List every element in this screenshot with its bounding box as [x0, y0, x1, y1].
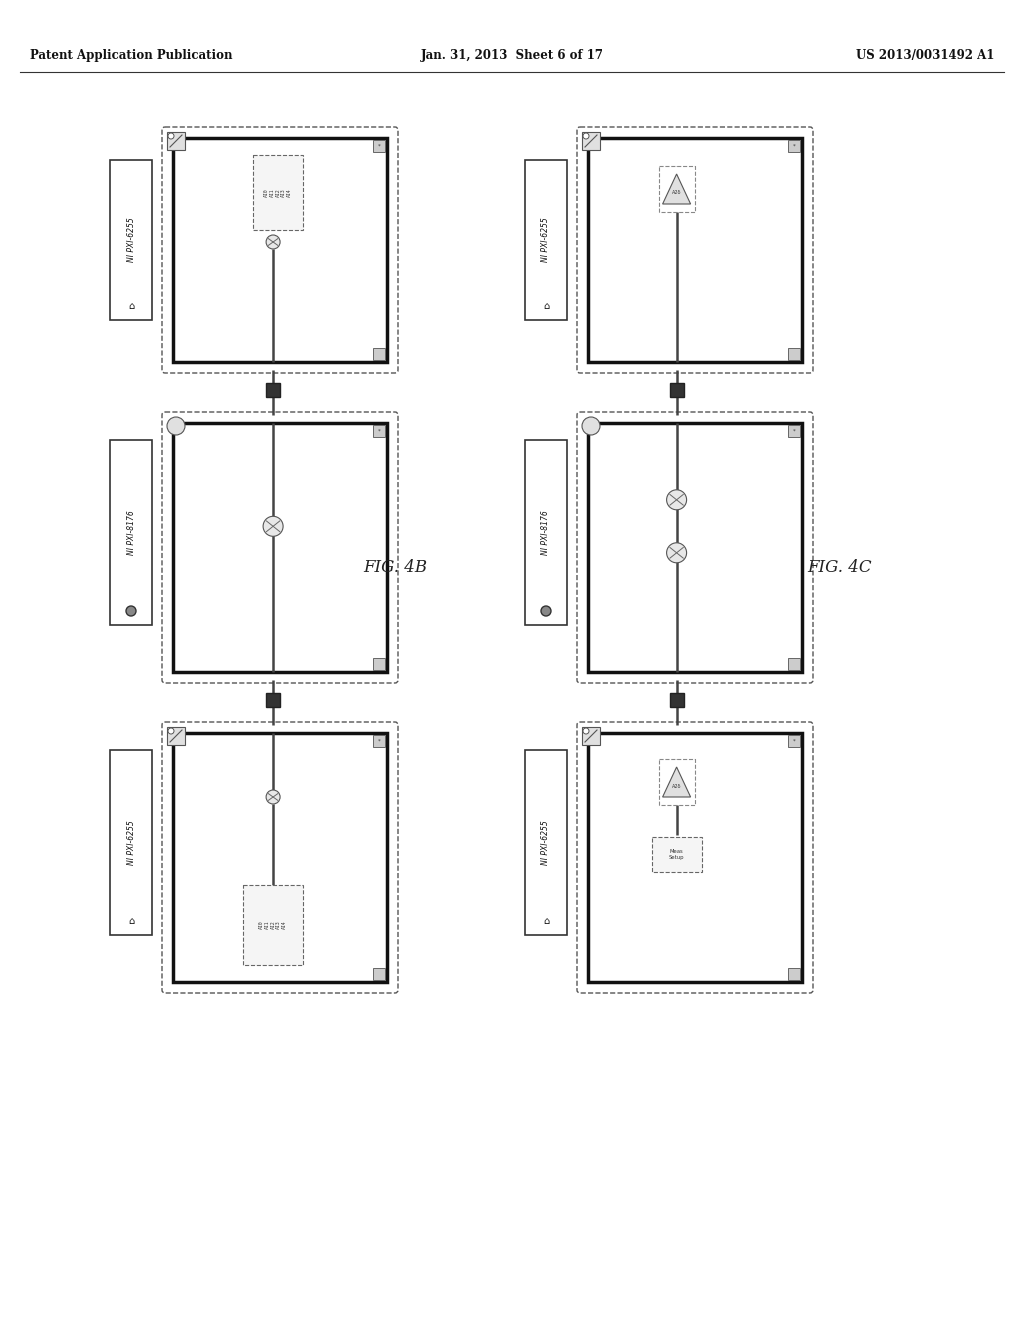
- Bar: [582, 727, 600, 744]
- Text: AI0
AI1
AI2
AI3
AI4: AI0 AI1 AI2 AI3 AI4: [259, 920, 287, 929]
- Bar: [788, 140, 800, 152]
- Bar: [373, 735, 385, 747]
- Bar: [525, 440, 567, 624]
- Bar: [253, 154, 303, 230]
- Text: *: *: [793, 738, 796, 743]
- Text: *: *: [378, 429, 380, 433]
- Circle shape: [168, 729, 174, 734]
- Bar: [373, 425, 385, 437]
- Circle shape: [583, 729, 589, 734]
- Text: A2δ: A2δ: [672, 784, 681, 788]
- Bar: [525, 160, 567, 319]
- FancyBboxPatch shape: [577, 722, 813, 993]
- Bar: [243, 884, 303, 965]
- Text: Meas
Setup: Meas Setup: [669, 849, 684, 859]
- Circle shape: [667, 543, 687, 562]
- Text: FIG. 4C: FIG. 4C: [808, 558, 872, 576]
- Text: ⌂: ⌂: [543, 916, 549, 927]
- Bar: [651, 837, 701, 873]
- Circle shape: [582, 417, 600, 436]
- Text: ⌂: ⌂: [128, 916, 134, 927]
- FancyBboxPatch shape: [577, 412, 813, 682]
- Bar: [167, 727, 185, 744]
- Text: NI PXI-6255: NI PXI-6255: [542, 820, 551, 865]
- Text: Jan. 31, 2013  Sheet 6 of 17: Jan. 31, 2013 Sheet 6 of 17: [421, 49, 603, 62]
- Bar: [525, 750, 567, 935]
- Bar: [670, 383, 684, 397]
- Bar: [266, 383, 281, 397]
- Bar: [373, 968, 385, 979]
- FancyBboxPatch shape: [162, 127, 398, 374]
- FancyBboxPatch shape: [162, 412, 398, 682]
- Bar: [582, 132, 600, 150]
- Bar: [588, 733, 802, 982]
- Bar: [173, 733, 387, 982]
- Circle shape: [667, 490, 687, 510]
- Bar: [110, 440, 152, 624]
- Bar: [173, 422, 387, 672]
- Bar: [788, 348, 800, 360]
- Text: NI PXI-6255: NI PXI-6255: [542, 218, 551, 263]
- Bar: [788, 735, 800, 747]
- Circle shape: [266, 789, 281, 804]
- Circle shape: [266, 235, 281, 249]
- Bar: [110, 160, 152, 319]
- Text: ⌂: ⌂: [543, 301, 549, 312]
- Polygon shape: [663, 767, 690, 797]
- Text: NI PXI-6255: NI PXI-6255: [127, 218, 135, 263]
- Bar: [588, 139, 802, 362]
- Bar: [110, 750, 152, 935]
- Text: NI PXI-8176: NI PXI-8176: [542, 510, 551, 554]
- Circle shape: [168, 133, 174, 139]
- FancyBboxPatch shape: [577, 127, 813, 374]
- Bar: [588, 422, 802, 672]
- Text: *: *: [378, 738, 380, 743]
- Text: A2δ: A2δ: [672, 190, 681, 195]
- Bar: [658, 759, 694, 805]
- Bar: [167, 132, 185, 150]
- Bar: [173, 139, 387, 362]
- Circle shape: [541, 606, 551, 616]
- Bar: [658, 166, 694, 213]
- Text: US 2013/0031492 A1: US 2013/0031492 A1: [856, 49, 994, 62]
- Bar: [373, 657, 385, 671]
- Bar: [373, 348, 385, 360]
- Text: AI0
AI1
AI2
AI3
AI4: AI0 AI1 AI2 AI3 AI4: [264, 189, 292, 197]
- Circle shape: [583, 133, 589, 139]
- Text: *: *: [793, 144, 796, 149]
- FancyBboxPatch shape: [162, 722, 398, 993]
- Text: NI PXI-8176: NI PXI-8176: [127, 510, 135, 554]
- Circle shape: [126, 606, 136, 616]
- Text: Patent Application Publication: Patent Application Publication: [30, 49, 232, 62]
- Text: NI PXI-6255: NI PXI-6255: [127, 820, 135, 865]
- Bar: [788, 425, 800, 437]
- Bar: [670, 693, 684, 708]
- Text: *: *: [793, 429, 796, 433]
- Bar: [373, 140, 385, 152]
- Bar: [788, 657, 800, 671]
- Text: FIG. 4B: FIG. 4B: [362, 558, 427, 576]
- Circle shape: [263, 516, 283, 536]
- Bar: [266, 693, 281, 708]
- Text: *: *: [378, 144, 380, 149]
- Bar: [788, 968, 800, 979]
- Polygon shape: [663, 174, 690, 205]
- Circle shape: [167, 417, 185, 436]
- Text: ⌂: ⌂: [128, 301, 134, 312]
